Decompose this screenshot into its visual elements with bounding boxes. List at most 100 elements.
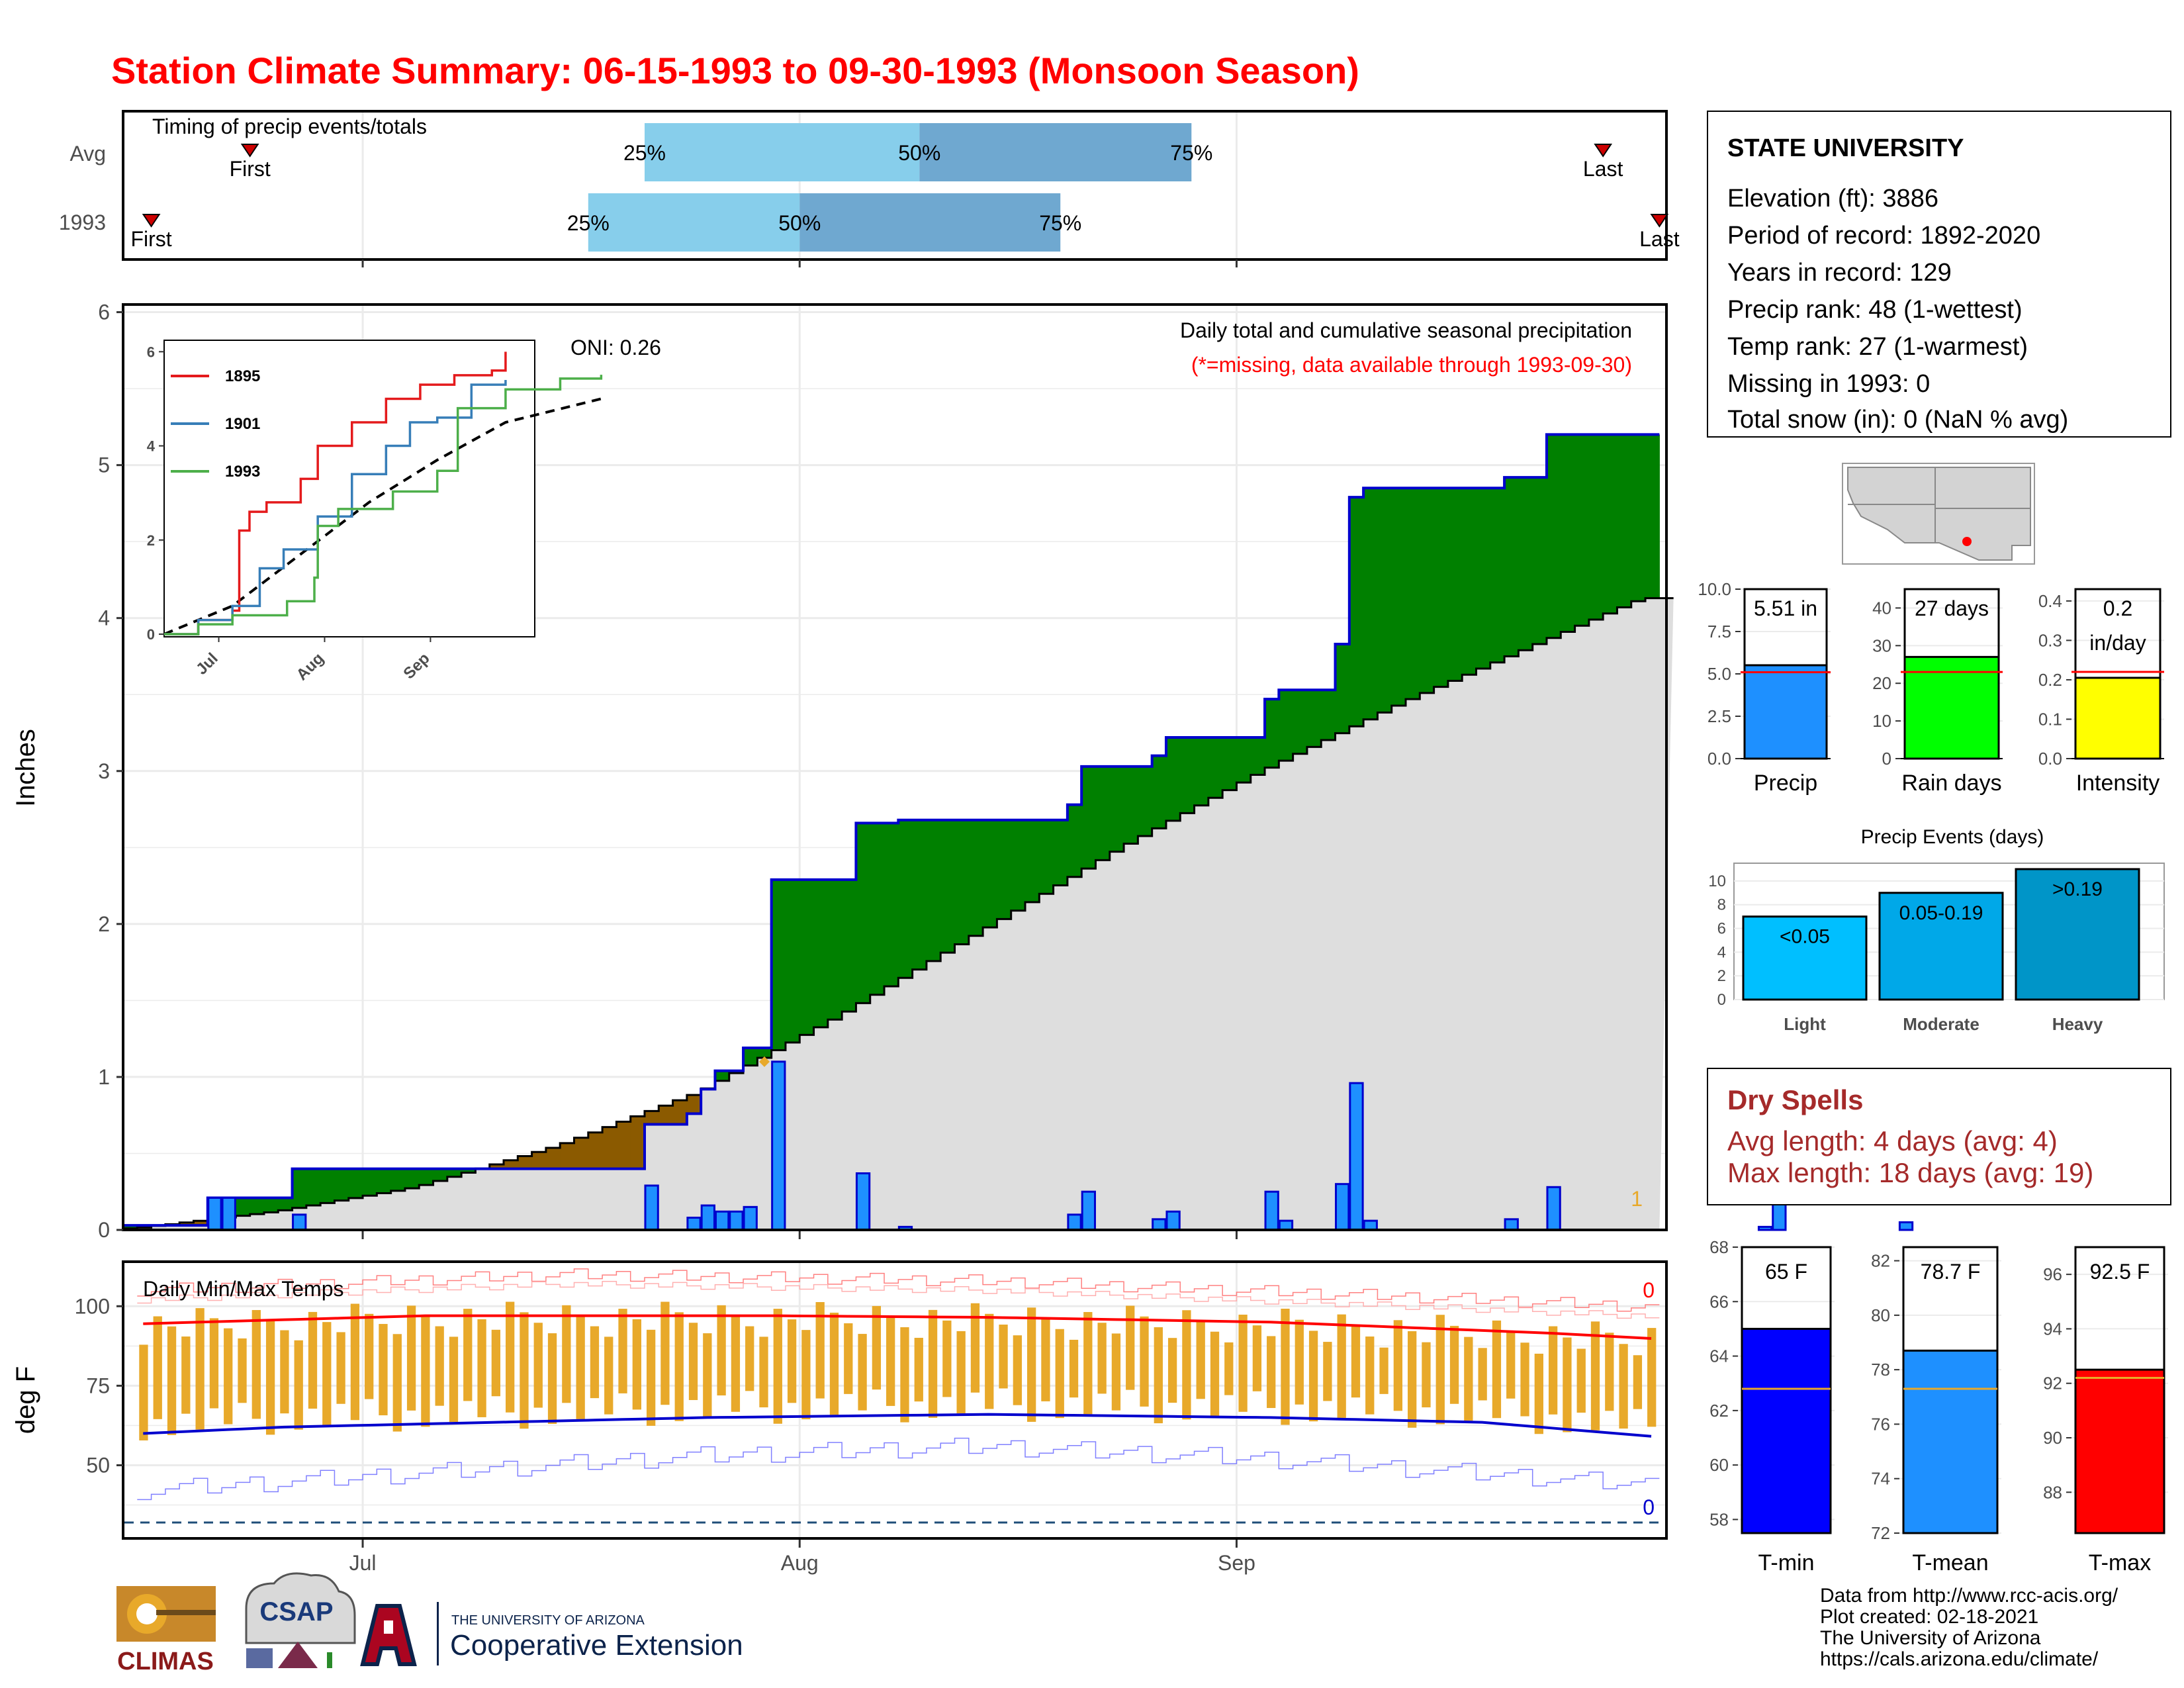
station-temp-rank: Temp rank: 27 (1-warmest) [1727, 333, 2028, 361]
precip-ytick-label: 0 [98, 1218, 110, 1242]
station-period: Period of record: 1892-2020 [1727, 222, 2040, 250]
mini-bar-tick-label: 0.0 [2038, 749, 2062, 769]
daily-precip-bar [1757, 1225, 1773, 1231]
cumulative-difference-segment [1194, 737, 1209, 806]
temp-bar-tick-label: 68 [1709, 1237, 1729, 1257]
inset-legend-label: 1993 [225, 463, 260, 481]
events-bar [1742, 915, 1868, 1001]
mini-bar-tick-label: 0.2 [2038, 670, 2062, 690]
daily-temp-bar [1408, 1331, 1417, 1428]
daily-temp-bar [632, 1319, 641, 1410]
temperature-bar-charts: 58 60 62 64 66 68 65 F T-min 72 74 76 78 80 82 78.7 F T… [1709, 1237, 2168, 1575]
cumulative-difference-segment [306, 1168, 321, 1206]
daily-precip-bar [221, 1196, 236, 1231]
daily-temp-bar [1097, 1323, 1107, 1394]
cumulative-difference-segment [1109, 766, 1124, 852]
cumulative-difference-segment [278, 1197, 293, 1211]
mini-bar-value-label: 27 days [1915, 596, 1989, 620]
daily-temp-bar [773, 1309, 782, 1424]
cumulative-difference-segment [1024, 820, 1040, 902]
daily-temp-bar [365, 1313, 374, 1399]
cumulative-difference-segment [1053, 820, 1068, 886]
daily-temp-bar [1563, 1337, 1572, 1432]
observed-cumulative-line [123, 433, 1660, 1227]
temp-bar-value-label: 78.7 F [1921, 1260, 1981, 1284]
ua-big-text: Cooperative Extension [450, 1629, 743, 1662]
cumulative-difference-segment [997, 820, 1012, 919]
temp-bar-tick-label: 94 [2043, 1319, 2062, 1338]
daily-temp-bar [1224, 1342, 1234, 1395]
cumulative-difference-segment [1306, 690, 1322, 747]
cumulative-difference-segment [1067, 804, 1082, 877]
daily-precip-bar [1363, 1219, 1378, 1231]
daily-temp-bar [294, 1340, 303, 1430]
climas-logo-text: CLIMAS [117, 1648, 214, 1675]
cumulative-difference-segment [856, 823, 871, 1004]
cumulative-difference-segment [1095, 766, 1111, 861]
daily-temp-bar [336, 1332, 345, 1404]
cumulative-difference-segment [1349, 497, 1364, 727]
daily-precip-bar [855, 1172, 871, 1231]
cumulative-difference-segment [954, 820, 970, 945]
daily-temp-bar [1422, 1342, 1431, 1408]
cumulative-difference-segment [1447, 488, 1463, 681]
daily-temp-bar [1210, 1331, 1220, 1416]
dry-spells-max: Max length: 18 days (avg: 19) [1727, 1157, 2093, 1188]
daily-temp-bar [1252, 1325, 1262, 1391]
cumulative-difference-segment [912, 820, 927, 970]
mini-bar-tick-label: 20 [1872, 673, 1891, 693]
daily-temp-bar [604, 1336, 614, 1415]
daily-temp-bar [858, 1334, 867, 1411]
temp-bar-tick-label: 58 [1709, 1509, 1729, 1529]
cumulative-difference-segment [377, 1168, 392, 1194]
daily-temp-bar [914, 1337, 923, 1402]
precip-ytick-label: 1 [98, 1065, 110, 1089]
daily-temp-bar [1647, 1328, 1657, 1427]
daily-temp-bar [1055, 1329, 1064, 1419]
daily-temp-bar [1069, 1339, 1079, 1398]
inset-series-line [164, 375, 603, 635]
cumulative-difference-segment [1546, 434, 1561, 638]
daily-temp-bar [520, 1312, 529, 1429]
first-marker [240, 144, 259, 158]
mini-bar-name: Precip [1754, 771, 1817, 796]
daily-temp-bar [153, 1316, 162, 1419]
daily-temp-bar [506, 1301, 515, 1413]
daily-temp-bar [322, 1322, 332, 1425]
daily-temp-bar [660, 1301, 670, 1405]
daily-temp-bar [167, 1326, 177, 1435]
temp-bar-value [1741, 1327, 1832, 1534]
precip-ytick-label: 6 [98, 301, 110, 324]
mini-bar-tick-label: 40 [1872, 598, 1891, 618]
cumulative-difference-segment [1335, 643, 1350, 733]
daily-temp-bar [139, 1344, 148, 1441]
daily-temp-bar [1492, 1320, 1502, 1419]
cumulative-difference-segment [1208, 737, 1223, 798]
daily-precip-bar [729, 1210, 744, 1231]
inset-legend-label: 1901 [225, 415, 260, 433]
cumulative-difference-segment [236, 1197, 251, 1216]
daily-temp-bar [463, 1309, 473, 1401]
temp-bar-name: T-mean [1912, 1550, 1988, 1575]
station-precip-rank: Precip rank: 48 (1-wettest) [1727, 296, 2023, 324]
daily-temp-bar [1308, 1331, 1318, 1422]
p50-label: 50% [778, 211, 821, 235]
temp-ytick-label: 100 [75, 1294, 110, 1318]
mini-bar-name: Intensity [2076, 771, 2160, 796]
events-tick-label: 10 [1708, 872, 1726, 890]
precip-ytick-label: 2 [98, 912, 110, 936]
temp-bar-value [2074, 1368, 2165, 1534]
precip-note: Daily total and cumulative seasonal prec… [1180, 318, 1632, 342]
university-of-arizona-logo: THE UNIVERSITY OF ARIZONA Cooperative Ex… [360, 1602, 743, 1666]
cumulative-difference-segment [1617, 434, 1632, 608]
cumulative-difference-segment [447, 1168, 462, 1177]
daily-temp-bar [1026, 1307, 1036, 1422]
cumulative-difference-segment [419, 1168, 434, 1186]
cumulative-difference-segment [1645, 434, 1660, 598]
footer-data-source: Data from http://www.rcc-acis.org/ [1820, 1585, 2118, 1607]
daily-temp-bar [886, 1316, 895, 1406]
daily-temp-bar [801, 1330, 811, 1420]
cumulative-difference-segment [616, 1121, 631, 1169]
dry-spells-box: Dry Spells Avg length: 4 days (avg: 4) M… [1707, 1068, 2171, 1205]
daily-temp-bar [1619, 1344, 1628, 1429]
